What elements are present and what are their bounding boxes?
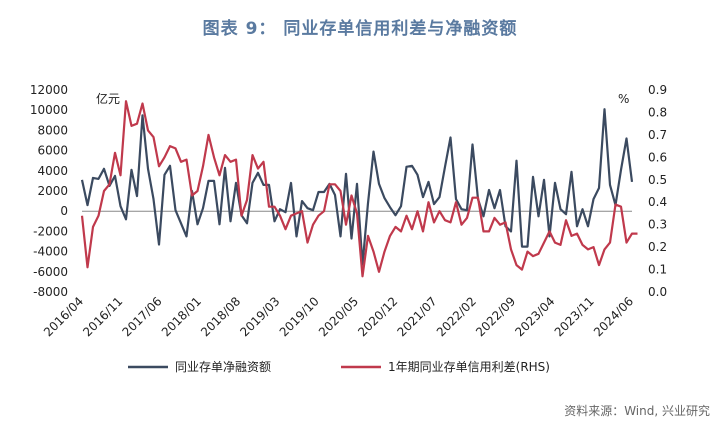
right-tick-label: 0.9 — [648, 83, 667, 97]
left-tick-label: 2000 — [37, 184, 68, 198]
left-tick-label: -8000 — [33, 285, 68, 299]
x-tick-label: 2022/02 — [434, 294, 479, 339]
legend: 同业存单净融资额 1年期同业存单信用利差(RHS) — [128, 360, 550, 374]
x-tick-label: 2016/04 — [41, 294, 86, 339]
legend-label-net-financing: 同业存单净融资额 — [175, 360, 271, 374]
right-tick-label: 0.6 — [648, 150, 667, 164]
x-tick-label: 2021/07 — [395, 294, 440, 339]
right-axis-ticks: 0.9 0.8 0.7 0.6 0.5 0.4 0.3 0.2 0.1 0.0 — [648, 83, 667, 299]
x-tick-label: 2019/03 — [237, 294, 282, 339]
legend-label-credit-spread: 1年期同业存单信用利差(RHS) — [388, 360, 550, 374]
source-note: 资料来源：Wind, 兴业研究 — [564, 404, 710, 418]
left-tick-label: 6000 — [37, 144, 68, 158]
right-tick-label: 0.3 — [648, 218, 667, 232]
left-tick-label: 0 — [60, 204, 68, 218]
x-tick-label: 2023/11 — [552, 294, 597, 339]
x-tick-label: 2020/12 — [355, 294, 400, 339]
x-axis-ticks: 2016/042016/112017/062018/012018/082019/… — [41, 294, 636, 339]
x-tick-label: 2022/09 — [473, 294, 518, 339]
series-line-credit-spread — [80, 100, 638, 278]
right-tick-label: 0.5 — [648, 173, 667, 187]
right-tick-label: 0.7 — [648, 128, 667, 142]
left-tick-label: 4000 — [37, 164, 68, 178]
left-tick-label: 8000 — [37, 123, 68, 137]
x-tick-label: 2020/05 — [316, 294, 361, 339]
left-tick-label: -4000 — [33, 245, 68, 259]
left-axis-unit: 亿元 — [96, 91, 120, 106]
x-tick-label: 2019/10 — [277, 294, 322, 339]
right-tick-label: 0.2 — [648, 240, 667, 254]
right-axis-unit: % — [618, 92, 629, 106]
series-lines — [80, 100, 638, 278]
x-tick-label: 2017/06 — [120, 294, 165, 339]
left-tick-label: 10000 — [30, 103, 68, 117]
left-tick-label: -2000 — [33, 224, 68, 238]
series-line-net-financing — [80, 108, 634, 266]
left-tick-label: 12000 — [30, 83, 68, 97]
x-tick-label: 2018/08 — [198, 294, 243, 339]
right-tick-label: 0.8 — [648, 105, 667, 119]
right-tick-label: 0.4 — [648, 195, 667, 209]
left-axis-ticks: 12000 10000 8000 6000 4000 2000 0 -2000 -4000 -60… — [30, 83, 68, 299]
right-tick-label: 0.0 — [648, 285, 667, 299]
left-tick-label: -6000 — [33, 265, 68, 279]
x-tick-label: 2016/11 — [80, 294, 125, 339]
right-tick-label: 0.1 — [648, 263, 667, 277]
x-tick-label: 2024/06 — [591, 294, 636, 339]
x-tick-label: 2023/04 — [512, 294, 557, 339]
x-tick-label: 2018/01 — [159, 294, 204, 339]
chart-title: 图表 9： 同业存单信用利差与净融资额 — [202, 19, 518, 39]
